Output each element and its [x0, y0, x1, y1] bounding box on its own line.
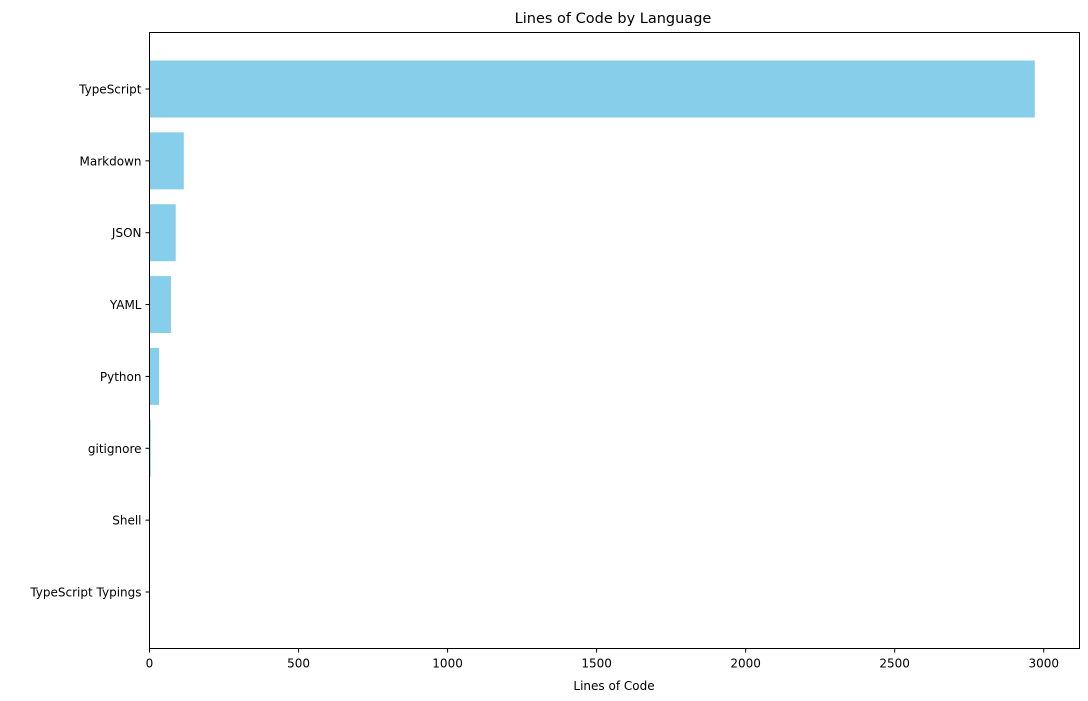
y-tick-label: Markdown — [80, 154, 142, 168]
y-tick-label: Shell — [112, 514, 141, 528]
x-axis-label: Lines of Code — [573, 679, 654, 693]
x-axis-ticks: 0 500 1000 1500 2000 2500 3000 — [146, 648, 1059, 671]
bar-typescript — [149, 60, 1035, 118]
y-tick-label: gitignore — [88, 442, 142, 456]
x-tick-label: 500 — [287, 657, 310, 671]
x-tick-label: 3000 — [1028, 657, 1059, 671]
y-tick-label: JSON — [111, 226, 142, 240]
x-tick-label: 2500 — [879, 657, 910, 671]
y-tick-label: TypeScript Typings — [29, 586, 141, 600]
bars-group — [149, 60, 1035, 621]
y-tick-label: YAML — [109, 298, 142, 312]
y-tick-label: Python — [100, 370, 142, 384]
bar-json — [149, 204, 176, 262]
chart-title: Lines of Code by Language — [515, 11, 712, 27]
y-axis-ticks: TypeScript Markdown JSON YAML Python gitignor… — [29, 83, 150, 600]
bar-gitignore — [149, 419, 151, 477]
bar-markdown — [149, 132, 184, 190]
x-tick-label: 1000 — [432, 657, 463, 671]
bar-python — [149, 347, 160, 405]
bar-yaml — [149, 276, 171, 334]
x-tick-label: 2000 — [730, 657, 761, 671]
y-tick-label: TypeScript — [78, 83, 142, 97]
plot-frame — [149, 32, 1080, 649]
x-tick-label: 0 — [146, 657, 154, 671]
x-tick-label: 1500 — [581, 657, 612, 671]
